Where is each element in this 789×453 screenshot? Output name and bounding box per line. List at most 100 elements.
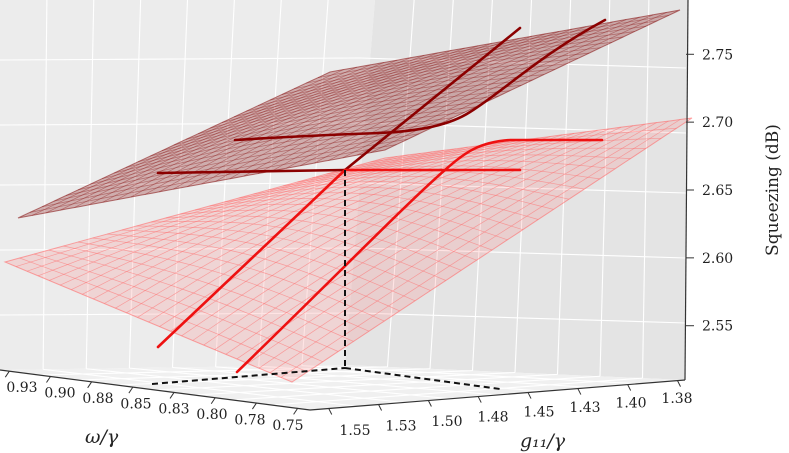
surface-mesh-line <box>293 25 647 90</box>
g11-tick-mark <box>378 404 383 411</box>
grid-line <box>154 371 516 391</box>
g11-tick-mark <box>527 392 532 399</box>
surface-mesh-line <box>46 66 358 214</box>
g11-tick-mark <box>627 384 632 391</box>
omega-tick-mark <box>210 397 216 405</box>
g11-tick-mark <box>427 400 432 407</box>
surface-mesh-line <box>370 127 677 163</box>
grid-line <box>193 373 558 396</box>
surface-mesh-line <box>203 129 598 346</box>
surface-mesh-line <box>355 137 662 167</box>
grid-line <box>359 312 687 324</box>
floor-projection-line-right <box>344 367 501 390</box>
surface-mesh-line <box>328 19 627 161</box>
surface-mesh-line <box>257 31 559 174</box>
z-tick-label: 2.65 <box>702 183 733 199</box>
surface-mesh-line <box>253 181 554 210</box>
surface-mesh-line <box>77 122 442 191</box>
g11-tick-mark <box>477 396 482 403</box>
upper-surface <box>17 9 681 219</box>
z-tick-label: 2.70 <box>702 115 733 131</box>
upper-horizontal-curve-left <box>156 168 347 175</box>
surface-mesh-line <box>192 131 586 341</box>
omega-axis-label: ω/γ <box>85 426 119 448</box>
surface-mesh-line <box>89 117 454 185</box>
grid-line <box>0 57 361 61</box>
g11-tick-mark <box>328 408 333 415</box>
surface-mesh-line <box>161 85 522 151</box>
omega-axis-line <box>0 369 311 411</box>
surface-mesh-line <box>305 20 658 84</box>
omega-tick-mark <box>4 370 10 378</box>
surface-mesh-line <box>31 69 344 216</box>
upper-diagonal-line <box>343 26 522 172</box>
omega-axis-ticks: 0.93 0.90 0.88 0.85 0.83 0.80 0.78 0.75 <box>4 370 304 434</box>
lower-diagonal-line <box>156 168 347 349</box>
surface-mesh-line <box>170 134 563 332</box>
grid-line <box>359 182 687 194</box>
g11-tick-mark <box>677 380 681 387</box>
surface-mesh-line <box>229 35 533 180</box>
g11-tick-label: 1.45 <box>523 405 554 421</box>
surface-mesh-line <box>238 186 539 220</box>
surface-mesh-line <box>271 28 573 172</box>
g11-axis-line <box>309 379 686 411</box>
surface-mesh-line <box>201 40 506 185</box>
surface-mesh-line <box>41 138 408 208</box>
surface-mesh-line <box>221 58 578 123</box>
surface-mesh-line <box>53 133 420 202</box>
grid-line <box>641 0 650 379</box>
surface-mesh-line <box>144 50 452 195</box>
omega-tick-mark <box>87 381 93 389</box>
surface-patch <box>3 117 693 383</box>
grid-line <box>301 365 639 385</box>
surface-mesh-line <box>247 123 645 364</box>
surface-mesh-line <box>268 175 569 200</box>
surface-mesh-line <box>225 126 622 355</box>
grid-line <box>0 312 361 316</box>
surface-mesh-line <box>257 41 612 107</box>
grid-line <box>359 247 687 259</box>
upper-curve-steep <box>233 18 607 142</box>
surface-mesh-line <box>137 95 499 163</box>
omega-tick-mark <box>128 386 134 394</box>
surface-mesh-line <box>215 38 519 182</box>
g11-tick-label: 1.40 <box>615 396 646 412</box>
surface-mesh-line <box>269 120 669 374</box>
surface-mesh-line <box>243 33 546 177</box>
surface-mesh-line <box>173 79 533 146</box>
surface-mesh-line <box>149 90 510 157</box>
g11-axis-label: g₁₁/γ <box>520 430 566 452</box>
surface-mesh-line <box>245 47 601 112</box>
z-tick-label: 2.75 <box>702 47 733 63</box>
pane-gridlines <box>0 0 686 406</box>
omega-tick-label: 0.80 <box>196 407 227 423</box>
omega-tick-label: 0.78 <box>234 413 265 429</box>
grid-line <box>359 57 687 69</box>
surface-mesh-line <box>233 52 590 118</box>
grid-line <box>599 0 611 377</box>
surface-mesh-line <box>236 125 634 360</box>
g11-axis-ticks: 1.55 1.53 1.50 1.48 1.45 1.43 1.40 1.38 <box>328 380 693 439</box>
surface-mesh-line <box>314 21 613 164</box>
z-axis-ticks: 2.55 2.60 2.65 2.70 2.75 <box>686 47 733 335</box>
surface-mesh-line <box>159 47 465 193</box>
floor-pane <box>0 365 685 410</box>
surface-mesh-line <box>130 52 438 198</box>
floor-projection-line-left <box>151 367 346 385</box>
omega-tick-label: 0.85 <box>120 396 151 412</box>
surface-mesh-line <box>185 74 544 140</box>
omega-tick-mark <box>169 392 175 399</box>
g11-tick-label: 1.55 <box>339 423 370 439</box>
z-tick-label: 2.55 <box>702 319 733 335</box>
surface-mesh-line <box>317 15 669 78</box>
surface-mesh-line <box>181 133 575 337</box>
grid-line <box>514 0 533 373</box>
omega-tick-label: 0.75 <box>272 418 303 434</box>
surface-mesh-line <box>65 128 431 196</box>
omega-tick-label: 0.93 <box>6 380 37 396</box>
surface-mesh-line <box>209 63 567 129</box>
omega-tick-mark <box>293 408 299 415</box>
omega-tick-label: 0.88 <box>82 391 113 407</box>
